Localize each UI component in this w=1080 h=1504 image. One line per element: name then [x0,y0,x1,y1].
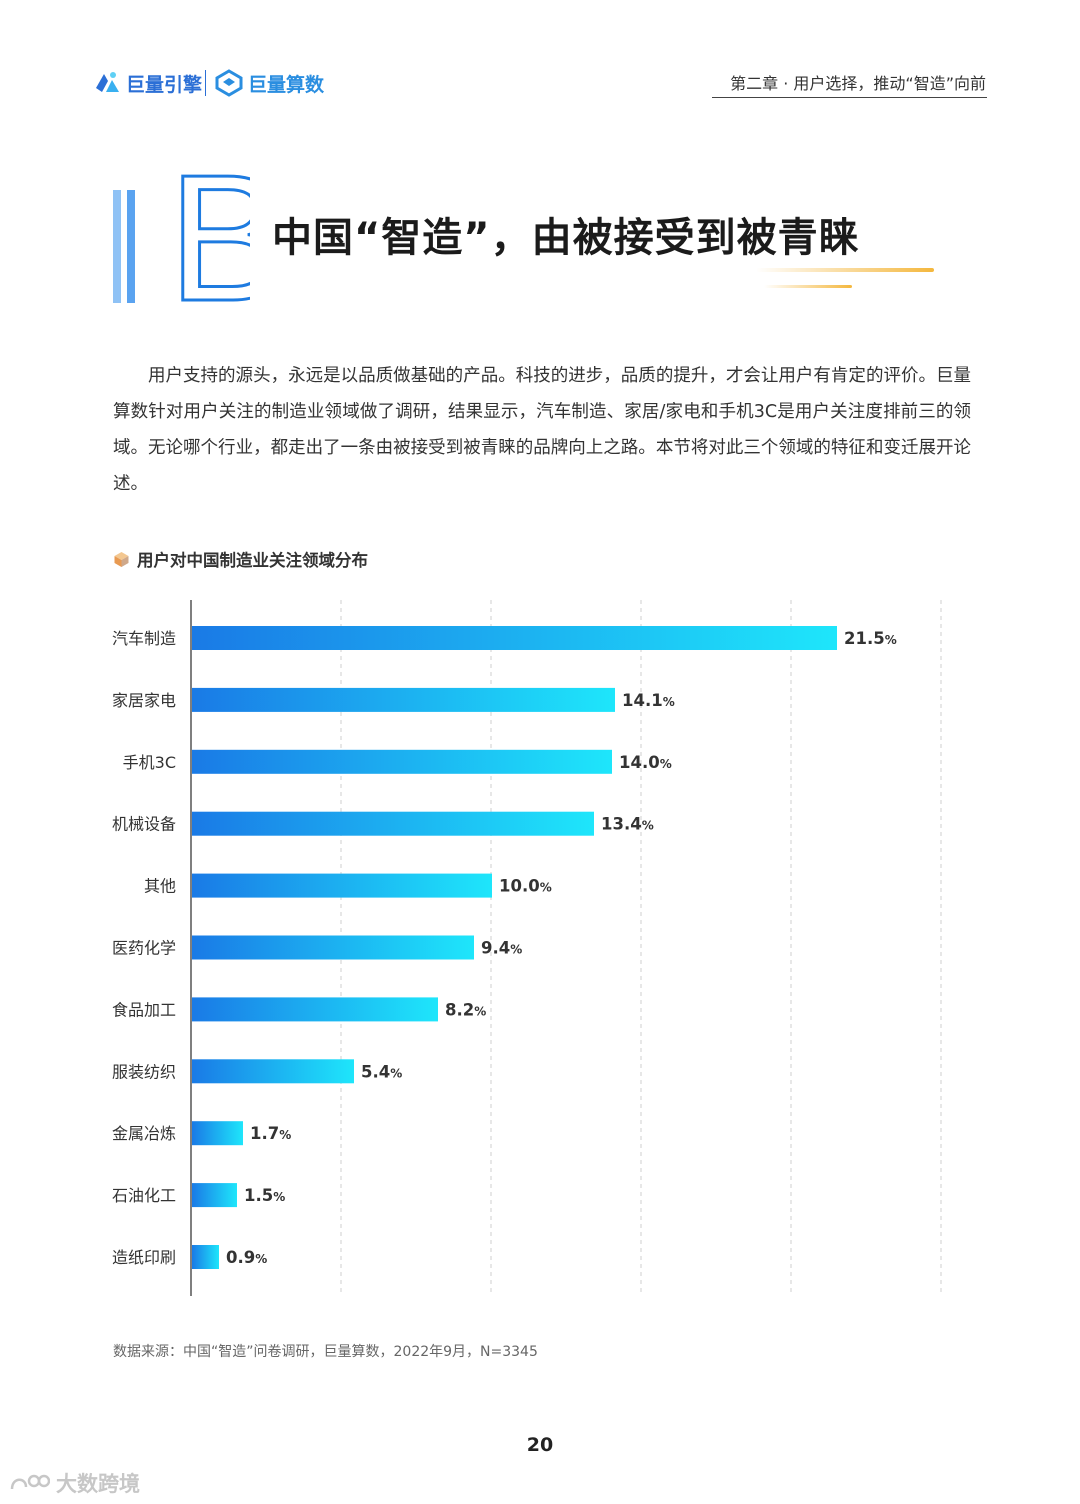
value-unit: % [279,1128,291,1142]
intro-paragraph: 用户支持的源头，永远是以品质做基础的产品。科技的进步，品质的提升，才会让用户有肯… [113,366,971,494]
value-label: 1.7% [250,1124,291,1143]
value-unit: % [885,633,897,647]
chapter-title: 第二章 · 用户选择，推动“智造”向前 [730,74,986,93]
page-header: 巨量引擎 巨量算数 第二章 · 用户选择，推动“智造”向前 [0,0,1080,110]
bar-chart: 汽车制造 21.5% 家居家电 14.1% 手机3C 14.0% 机械设备 13.4% 其他 10… [112,600,942,1296]
value-label: 9.4% [481,939,522,958]
section-accent-bar-1 [113,190,121,303]
brand1-text: 巨量引擎 [126,73,203,96]
bar [192,626,837,650]
logo-separator [205,70,206,96]
juliang-suanshu-logo-icon [215,69,243,97]
brand-logo-juliang-yinqing: 巨量引擎 [92,68,202,98]
chapter-underline [712,97,987,98]
value-label: 0.9% [226,1248,267,1267]
title-decoration-line-2 [764,285,852,288]
section-accent-bar-2 [127,190,135,303]
bar [192,749,612,774]
value-label: 13.4% [601,815,654,834]
value-label: 1.5% [244,1186,285,1205]
value-unit: % [390,1066,402,1080]
chart-heading: 用户对中国制造业关注领域分布 [113,547,368,571]
value-unit: % [510,943,522,957]
value-label: 21.5% [844,629,897,648]
title-decoration-line-1 [756,268,934,272]
bar [192,873,492,898]
category-label: 服装纺织 [112,1062,176,1081]
cube-icon [114,551,129,567]
watermark-logo-icon [10,1474,50,1490]
section-title: 中国“智造”，由被接受到被青睐 [272,215,860,261]
brand-logo-juliang-suanshu: 巨量算数 [214,68,324,98]
category-label: 机械设备 [112,815,176,834]
value-label: 8.2% [445,1000,486,1019]
category-label: 食品加工 [112,1000,176,1019]
bar [192,1245,219,1269]
value-unit: % [474,1004,486,1018]
value-unit: % [642,819,654,833]
value-unit: % [663,695,675,709]
value-unit: % [660,757,672,771]
category-label: 石油化工 [112,1186,176,1205]
category-label: 金属冶炼 [112,1124,176,1143]
brand2-text: 巨量算数 [248,73,325,96]
section-letter: B [168,162,250,312]
category-label: 造纸印刷 [112,1248,176,1267]
section-letter-b-outline: B [168,162,250,312]
value-unit: % [540,881,552,895]
value-label: 10.0% [499,877,552,896]
value-label: 14.0% [619,753,672,772]
bar [192,1121,243,1146]
bar [192,1183,237,1208]
data-source-note: 数据来源：中国“智造”问卷调研，巨量算数，2022年9月，N=3345 [113,1344,538,1360]
category-label: 其他 [144,877,176,896]
category-label: 汽车制造 [112,629,176,648]
bar [192,997,438,1022]
value-unit: % [273,1190,285,1204]
bar [192,935,474,960]
juliang-yinqing-logo-icon [96,72,119,92]
watermark-text: 大数跨境 [56,1472,140,1496]
page-number: 20 [526,1434,554,1456]
chart-title: 用户对中国制造业关注领域分布 [137,551,368,570]
category-label: 家居家电 [112,691,176,710]
value-label: 5.4% [361,1062,402,1081]
bar [192,1059,354,1084]
category-label: 手机3C [123,753,176,772]
value-unit: % [255,1252,267,1266]
bar [192,811,594,836]
category-label: 医药化学 [112,939,176,958]
value-label: 14.1% [622,691,675,710]
bar [192,687,615,712]
watermark: 大数跨境 [8,1468,140,1498]
